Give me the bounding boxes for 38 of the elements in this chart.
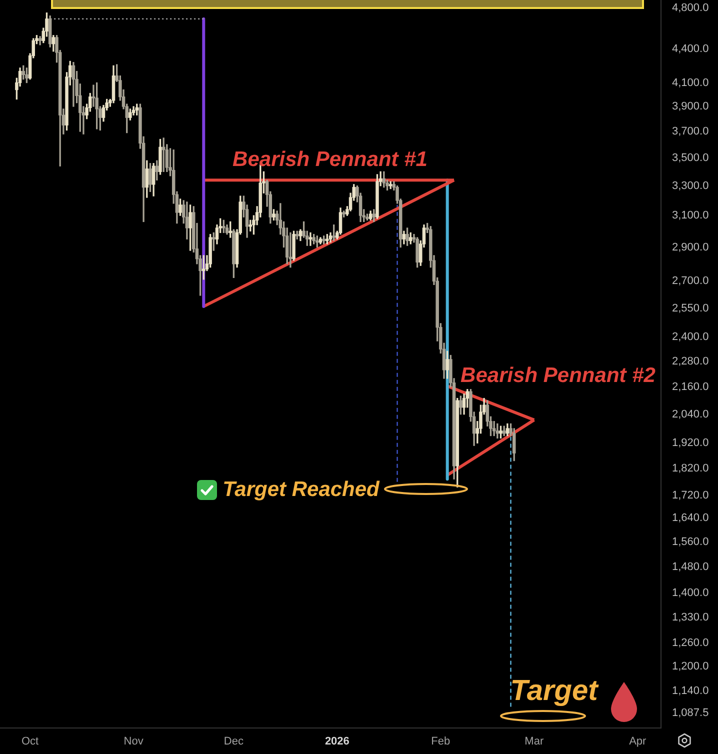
x-tick-label: Feb: [431, 736, 450, 748]
y-tick-label: 1,820.0: [672, 462, 709, 475]
x-tick-label: Apr: [629, 736, 647, 748]
y-tick-label: 2,040.0: [672, 408, 709, 420]
y-tick-label: 4,400.0: [672, 43, 709, 56]
annotation: Target: [510, 675, 600, 707]
y-tick-label: 3,100.0: [672, 210, 709, 222]
y-tick-label: 4,800.0: [672, 2, 709, 14]
y-tick-label: 1,920.0: [672, 437, 709, 450]
y-tick-label: 1,200.0: [672, 660, 709, 672]
y-tick-label: 1,640.0: [672, 512, 709, 524]
annotation: Target Reached: [222, 478, 381, 501]
y-tick-label: 1,400.0: [672, 587, 709, 600]
y-tick-label: 1,480.0: [672, 560, 709, 573]
x-tick-label: Mar: [524, 736, 544, 748]
y-tick-label: 2,160.0: [672, 381, 709, 394]
x-tick-label: Dec: [224, 736, 244, 748]
x-tick-label: Nov: [124, 736, 144, 748]
y-tick-label: 3,900.0: [672, 100, 709, 113]
y-tick-label: 1,087.5: [672, 707, 709, 720]
y-tick-label: 2,700.0: [672, 275, 709, 288]
y-tick-label: 3,500.0: [672, 152, 709, 164]
y-tick-label: 3,700.0: [672, 126, 709, 138]
x-tick-label: 2026: [324, 736, 350, 748]
x-tick-label: Oct: [21, 736, 39, 748]
annotation: Bearish Pennant #2: [460, 364, 656, 387]
y-tick-label: 1,330.0: [672, 612, 709, 624]
y-tick-label: 3,300.0: [672, 180, 709, 192]
y-tick-label: 1,560.0: [672, 536, 709, 548]
y-tick-label: 1,140.0: [672, 684, 709, 697]
y-tick-label: 1,720.0: [672, 489, 709, 502]
y-tick-label: 2,900.0: [672, 241, 709, 254]
y-tick-label: 4,100.0: [672, 76, 709, 89]
y-tick-label: 2,280.0: [672, 356, 709, 368]
y-tick-label: 2,550.0: [672, 302, 709, 314]
annotation: Bearish Pennant #1: [232, 148, 428, 171]
y-tick-label: 2,400.0: [672, 331, 709, 344]
y-tick-label: 1,260.0: [672, 637, 709, 650]
